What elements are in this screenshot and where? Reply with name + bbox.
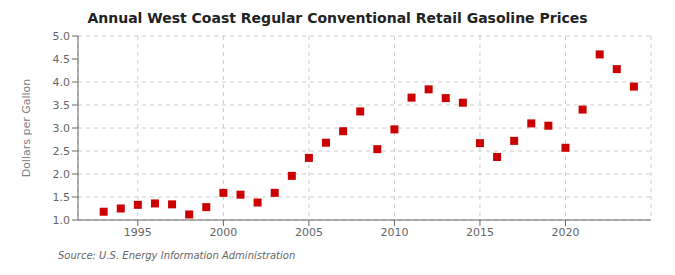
svg-text:2000: 2000 <box>209 226 237 239</box>
svg-text:3.0: 3.0 <box>53 122 71 135</box>
svg-text:1995: 1995 <box>124 226 152 239</box>
svg-text:1.0: 1.0 <box>53 214 71 227</box>
svg-text:2005: 2005 <box>295 226 323 239</box>
svg-text:4.0: 4.0 <box>53 76 71 89</box>
svg-text:2015: 2015 <box>466 226 494 239</box>
svg-text:5.0: 5.0 <box>53 30 71 43</box>
html-text:Annual West Coast Regular Conv: Annual West Coast Regular Conventional R… <box>87 10 588 26</box>
svg-text:1.5: 1.5 <box>53 191 71 204</box>
svg-text:Dollars per Gallon: Dollars per Gallon <box>20 79 33 178</box>
svg-text:2010: 2010 <box>380 226 408 239</box>
svg-text:2.0: 2.0 <box>53 168 71 181</box>
svg-text:4.5: 4.5 <box>53 53 71 66</box>
svg-text:2020: 2020 <box>551 226 579 239</box>
svg-text:2.5: 2.5 <box>53 145 71 158</box>
svg-text:3.5: 3.5 <box>53 99 71 112</box>
html-text:Source: U.S. Energy Informatio: Source: U.S. Energy Information Administ… <box>58 250 296 261</box>
